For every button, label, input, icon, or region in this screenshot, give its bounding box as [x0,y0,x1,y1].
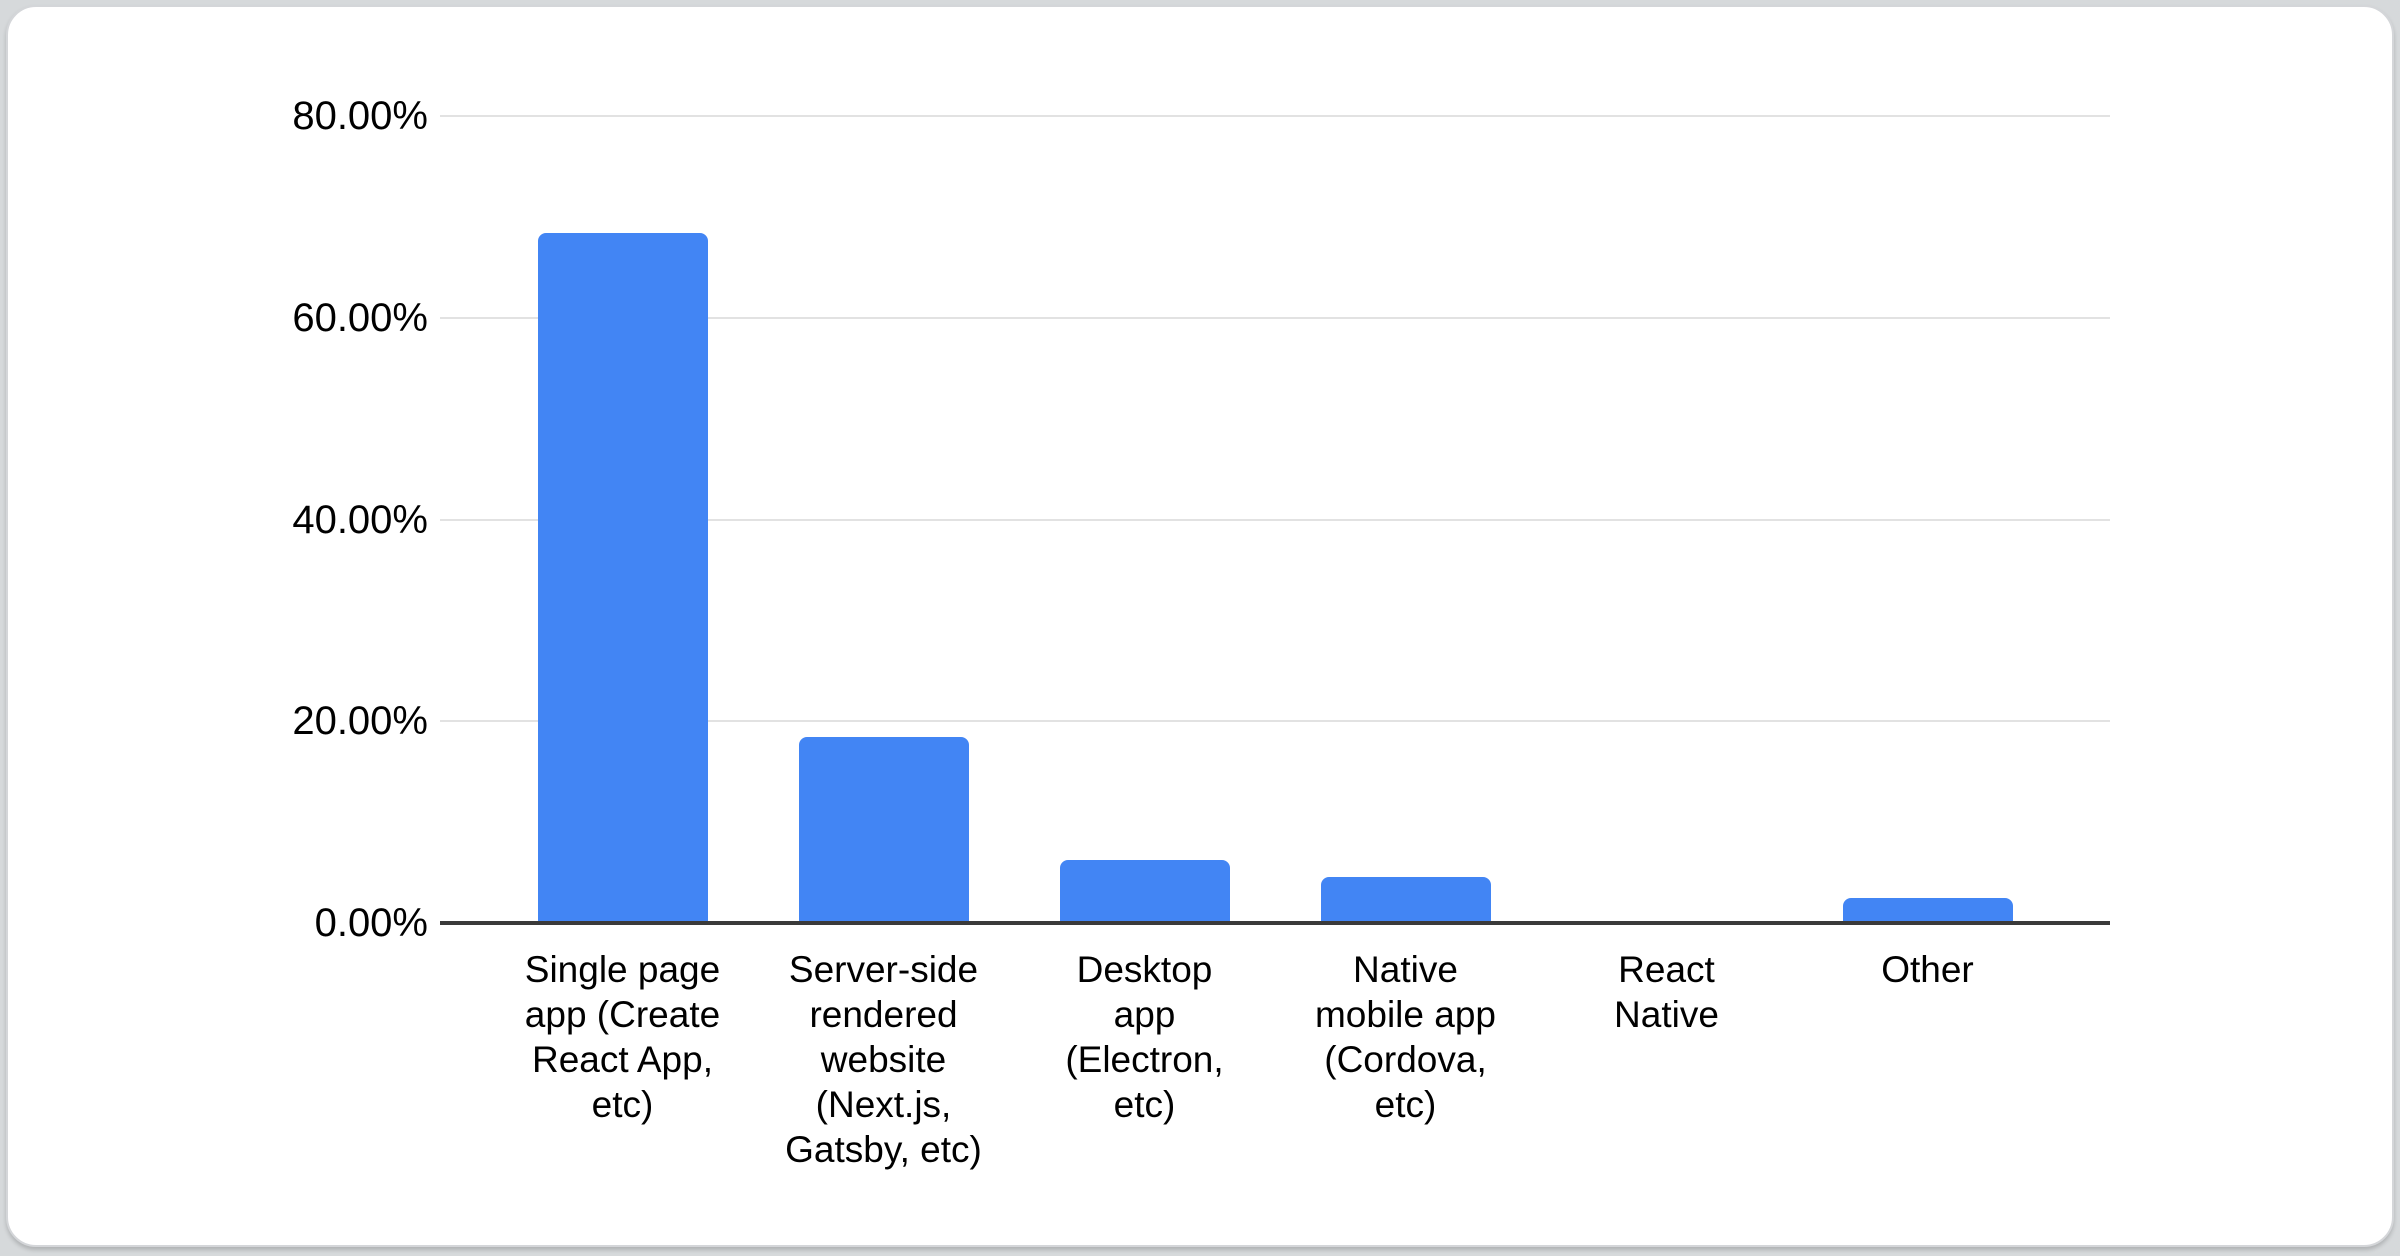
x-axis-label-line: (Next.js, [815,1084,952,1125]
x-axis-label-line: Native [1353,949,1458,990]
bar-server-side-rendered-website[interactable] [798,737,969,923]
x-axis-label-line: Native [1614,994,1719,1035]
y-tick-label-0: 0.00% [314,901,428,945]
x-axis-label-line: Single page [524,949,721,990]
x-axis-label-desktop-app: Desktop app (Electron, etc) [1014,947,1275,1127]
x-axis-label-single-page-app: Single page app (Create React App, etc) [492,947,753,1127]
bar-other[interactable] [1842,898,2013,923]
x-axis-label-native-mobile-app: Native mobile app (Cordova, etc) [1275,947,1536,1127]
x-axis-label-line: app (Create [524,994,721,1035]
y-tick-label-20: 20.00% [292,699,428,744]
bar-slot-server-side-rendered-website [753,116,1014,923]
bar-single-page-app[interactable] [537,233,708,923]
bar-desktop-app[interactable] [1059,860,1230,923]
bar-slot-single-page-app [492,116,753,923]
gridline-60 [440,316,2110,319]
x-axis-label-line: React App, [531,1039,713,1080]
y-tick-label-80: 80.00% [292,94,428,138]
bar-native-mobile-app[interactable] [1320,877,1491,923]
x-axis-labels: Single page app (Create React App, etc) Serv… [492,947,2058,1172]
gridline-40 [440,518,2110,521]
gridline-80 [440,115,2110,117]
x-axis-label-line: Other [1881,949,1974,990]
y-tick-label-60: 60.00% [292,295,428,340]
bar-slot-native-mobile-app [1275,116,1536,923]
x-axis-label-line: (Electron, [1065,1039,1224,1080]
chart-card [6,5,2394,1247]
y-tick-label-40: 40.00% [292,497,428,542]
x-axis-label-line: website [820,1039,947,1080]
x-axis-label-react-native: React Native [1536,947,1797,1037]
x-axis-line [440,921,2110,925]
bars-container [492,116,2058,923]
x-axis-label-line: etc) [591,1084,654,1125]
x-axis-label-line: Desktop [1076,949,1213,990]
x-axis-label-server-side-rendered-website: Server-side rendered website (Next.js, Gatsb… [753,947,1014,1172]
x-axis-label-line: app [1113,994,1176,1035]
bar-slot-other [1797,116,2058,923]
bar-slot-react-native [1536,116,1797,923]
x-axis-label-line: Gatsby, etc) [785,1129,982,1170]
x-axis-label-line: (Cordova, [1324,1039,1487,1080]
x-axis-label-line: rendered [809,994,958,1035]
x-axis-label-line: etc) [1113,1084,1176,1125]
x-axis-label-line: Server-side [788,949,979,990]
x-axis-label-line: etc) [1374,1084,1437,1125]
x-axis-label-line: mobile app [1314,994,1496,1035]
x-axis-label-line: React [1618,949,1715,990]
x-axis-label-other: Other [1797,947,2058,992]
bar-slot-desktop-app [1014,116,1275,923]
gridline-20 [440,720,2110,723]
